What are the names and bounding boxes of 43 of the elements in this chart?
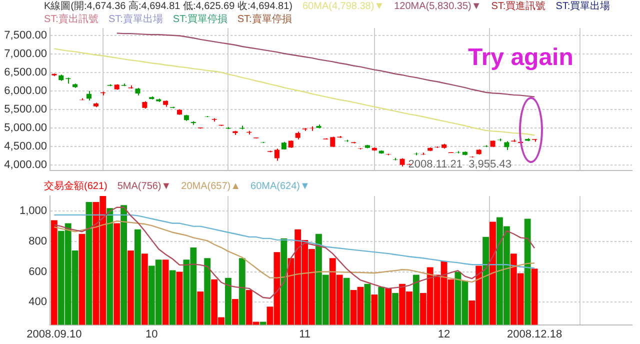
x-tick-label: 2008.12.18 [507, 328, 562, 340]
text: ST:賣單停損 [237, 14, 292, 26]
text: ST:賣出訊號 [44, 14, 98, 26]
x-tick-label: 10 [146, 328, 158, 340]
series-label: 交易金額(621) [44, 181, 108, 193]
y-tick-label: 1,000 [19, 205, 47, 218]
candlestick [170, 106, 176, 109]
y-tick-label: 7,500.00 [4, 29, 47, 42]
y-tick-label: 5,500.00 [4, 103, 47, 116]
y-tick-label: 800 [28, 235, 47, 248]
candlestick [420, 152, 426, 156]
y-tick-label: 4,500.00 [4, 140, 47, 152]
candlestick [267, 150, 272, 153]
candlestick [337, 136, 342, 138]
text: 120MA(5,830.35)▼ [394, 1, 482, 13]
candlestick [532, 138, 538, 142]
annotation: Try again [468, 44, 574, 72]
candlestick [302, 127, 308, 132]
candlestick [434, 146, 440, 148]
text: ST:買單出場 [556, 1, 610, 13]
text: ST:買單停損 [172, 14, 228, 26]
chart-title: K線圖(開:4,674.36 高:4,694.81 低:4,625.69 收:4,694.81) [44, 1, 292, 13]
text: 60MA(4,798.38)▼ [302, 1, 384, 13]
y-tick-label: 5,000.00 [4, 122, 47, 134]
series-label: 5MA(756)▼ [117, 181, 172, 193]
annotation: 2008.11.21 3,955.43 [408, 158, 512, 170]
text: 20MA(657)▲ [181, 181, 241, 193]
candlestick [483, 144, 488, 148]
text: ST:買進訊號 [491, 1, 546, 13]
candlestick [128, 84, 134, 90]
text: 60MA(624)▼ [250, 181, 310, 193]
y-tick-label: 400 [28, 296, 47, 308]
y-tick-label: 6,000.00 [4, 84, 47, 97]
y-tick-label: 600 [28, 266, 47, 278]
x-tick-label: 12 [438, 328, 450, 340]
x-tick-label: 11 [299, 328, 311, 340]
text: ST:賣單出場 [108, 14, 163, 26]
y-tick-label: 6,500.00 [4, 66, 47, 78]
candlestick [364, 144, 370, 149]
y-tick-label: 7,000.00 [4, 48, 47, 60]
candlestick [392, 157, 398, 161]
x-tick-label: 2008.09.10 [26, 328, 82, 340]
y-tick-label: 4,000.00 [4, 158, 47, 171]
